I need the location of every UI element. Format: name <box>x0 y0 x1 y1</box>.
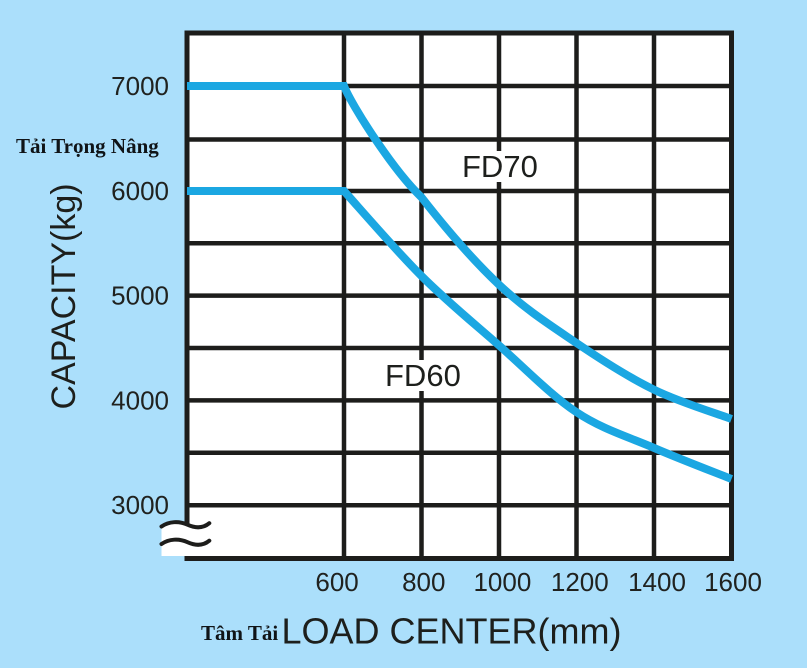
svg-text:Tải Trọng Nâng: Tải Trọng Nâng <box>16 134 159 158</box>
svg-text:800: 800 <box>402 567 445 597</box>
svg-text:1400: 1400 <box>628 567 686 597</box>
svg-text:3000: 3000 <box>111 490 169 520</box>
svg-text:FD70: FD70 <box>462 149 538 184</box>
svg-text:4000: 4000 <box>111 385 169 415</box>
svg-text:6000: 6000 <box>111 176 169 206</box>
svg-text:FD60: FD60 <box>385 358 461 393</box>
svg-text:1600: 1600 <box>704 567 762 597</box>
svg-text:Tâm Tải: Tâm Tải <box>201 621 278 645</box>
svg-text:5000: 5000 <box>111 281 169 311</box>
svg-text:1200: 1200 <box>551 567 609 597</box>
svg-text:CAPACITY(kg): CAPACITY(kg) <box>45 183 83 409</box>
svg-text:1000: 1000 <box>473 567 531 597</box>
svg-text:LOAD CENTER(mm): LOAD CENTER(mm) <box>282 611 622 652</box>
svg-text:600: 600 <box>315 567 358 597</box>
svg-text:7000: 7000 <box>111 71 169 101</box>
